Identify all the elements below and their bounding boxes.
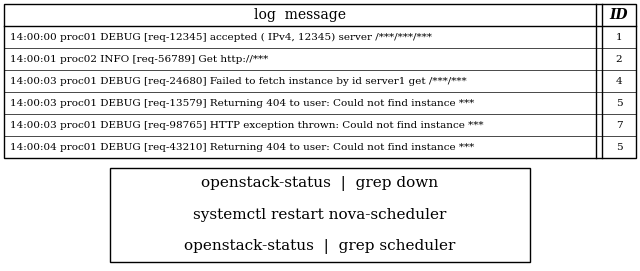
Text: 14:00:03 proc01 DEBUG [req-98765] HTTP exception thrown: Could not find instance: 14:00:03 proc01 DEBUG [req-98765] HTTP e… [10, 121, 483, 130]
Text: 2: 2 [616, 54, 622, 63]
Text: 7: 7 [616, 121, 622, 130]
Text: 5: 5 [616, 98, 622, 108]
Text: log  message: log message [254, 8, 346, 22]
Text: 5: 5 [616, 143, 622, 151]
Text: 14:00:03 proc01 DEBUG [req-24680] Failed to fetch instance by id server1 get /**: 14:00:03 proc01 DEBUG [req-24680] Failed… [10, 76, 467, 85]
Bar [110, 168, 530, 262]
Text: 4: 4 [616, 76, 622, 85]
Text: 14:00:03 proc01 DEBUG [req-13579] Returning 404 to user: Could not find instance: 14:00:03 proc01 DEBUG [req-13579] Return… [10, 98, 474, 108]
Text: openstack-status  |  grep down: openstack-status | grep down [202, 176, 438, 191]
Text: ID: ID [610, 8, 628, 22]
Text: openstack-status  |  grep scheduler: openstack-status | grep scheduler [184, 239, 456, 254]
Text: 14:00:04 proc01 DEBUG [req-43210] Returning 404 to user: Could not find instance: 14:00:04 proc01 DEBUG [req-43210] Return… [10, 143, 474, 151]
Text: 14:00:01 proc02 INFO [req-56789] Get http://***: 14:00:01 proc02 INFO [req-56789] Get htt… [10, 54, 268, 63]
Text: 1: 1 [616, 33, 622, 41]
Bar [4, 4, 636, 158]
Text: systemctl restart nova-scheduler: systemctl restart nova-scheduler [193, 208, 447, 222]
Text: 14:00:00 proc01 DEBUG [req-12345] accepted ( IPv4, 12345) server /***/***/***: 14:00:00 proc01 DEBUG [req-12345] accept… [10, 33, 432, 41]
